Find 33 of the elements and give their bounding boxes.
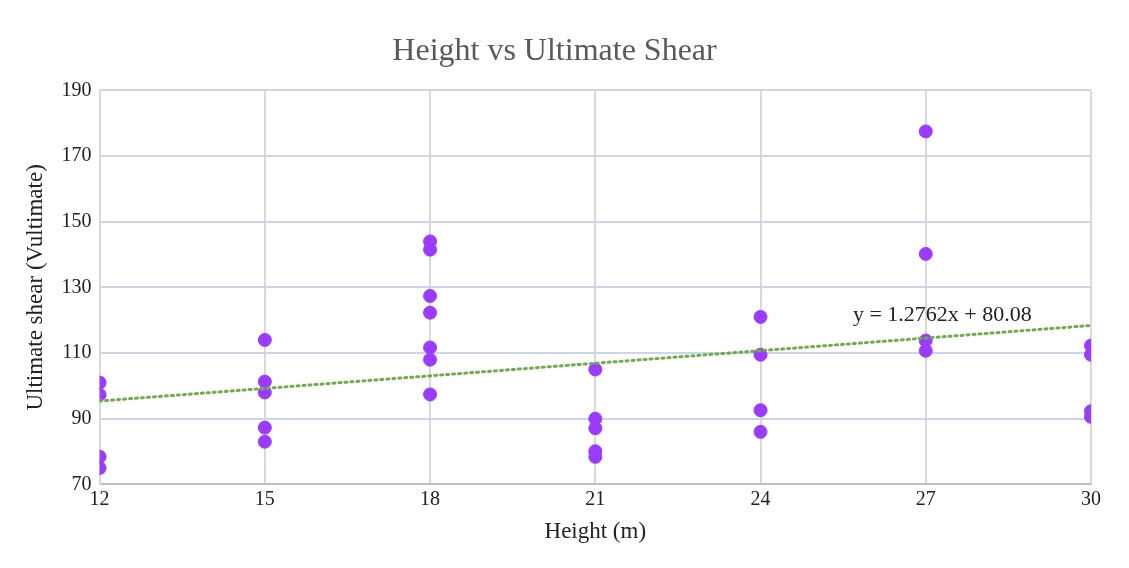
point xyxy=(918,124,933,139)
y-tick-label: 70 xyxy=(71,471,92,494)
point xyxy=(257,332,272,347)
x-axis-title: Height (m) xyxy=(544,518,647,544)
x-tick-label: 30 xyxy=(1081,486,1101,509)
point xyxy=(588,421,603,436)
annotation: y = 1.2762x + 80.08 xyxy=(852,300,1032,326)
point xyxy=(423,305,438,320)
x-tick-label: 24 xyxy=(750,486,771,509)
x-tick-label: 15 xyxy=(254,486,275,509)
y-tick-label: 170 xyxy=(61,143,92,166)
x-tick-label: 18 xyxy=(420,486,441,509)
point xyxy=(753,309,768,324)
point xyxy=(423,288,438,303)
x-tick-label: 27 xyxy=(915,486,936,509)
y-axis-title: Ultimate shear (Vultimate) xyxy=(21,164,47,411)
point xyxy=(423,352,438,367)
point xyxy=(588,362,603,377)
point xyxy=(753,403,768,418)
point xyxy=(918,343,933,358)
y-tick-label: 130 xyxy=(61,274,92,297)
point xyxy=(753,424,768,439)
y-tick-label: 90 xyxy=(71,405,92,428)
chart-title: Height vs Ultimate Shear xyxy=(392,30,718,67)
y-tick-label: 110 xyxy=(62,340,92,363)
point xyxy=(423,387,438,402)
x-tick-label: 21 xyxy=(585,486,606,509)
y-tick-label: 190 xyxy=(61,77,92,100)
point xyxy=(257,434,272,449)
y-tick-label: 150 xyxy=(61,208,92,231)
point xyxy=(423,340,438,355)
point xyxy=(918,246,933,261)
point xyxy=(257,420,272,435)
